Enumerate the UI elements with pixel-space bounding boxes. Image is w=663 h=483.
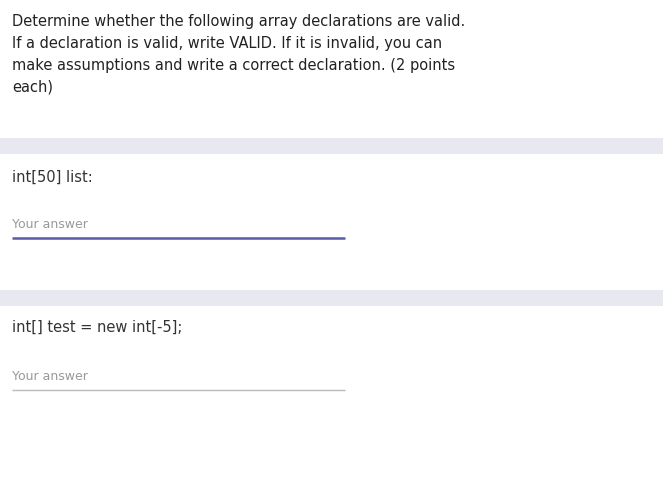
Text: int[50] list:: int[50] list: [12, 170, 93, 185]
Text: Determine whether the following array declarations are valid.: Determine whether the following array de… [12, 14, 465, 29]
Text: each): each) [12, 80, 53, 95]
Bar [0, 138, 663, 154]
Text: make assumptions and write a correct declaration. (2 points: make assumptions and write a correct dec… [12, 58, 455, 73]
Text: int[] test = new int[-5];: int[] test = new int[-5]; [12, 320, 182, 335]
Text: Your answer: Your answer [12, 218, 88, 231]
Bar [0, 290, 663, 306]
Text: Your answer: Your answer [12, 370, 88, 383]
Text: If a declaration is valid, write VALID. If it is invalid, you can: If a declaration is valid, write VALID. … [12, 36, 442, 51]
